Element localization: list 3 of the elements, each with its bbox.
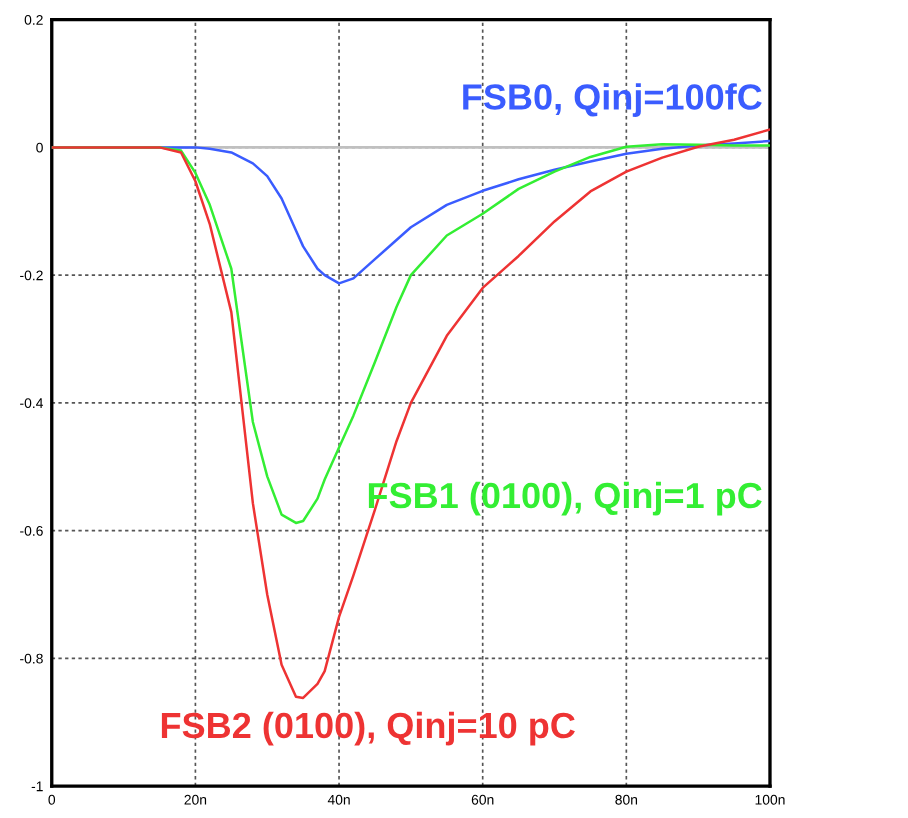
series-label: FSB0, Qinj=100fC — [463, 83, 762, 117]
series-label: FSB2 (0100), Qinj=10 pC — [161, 711, 575, 746]
line-series — [51, 128, 770, 700]
